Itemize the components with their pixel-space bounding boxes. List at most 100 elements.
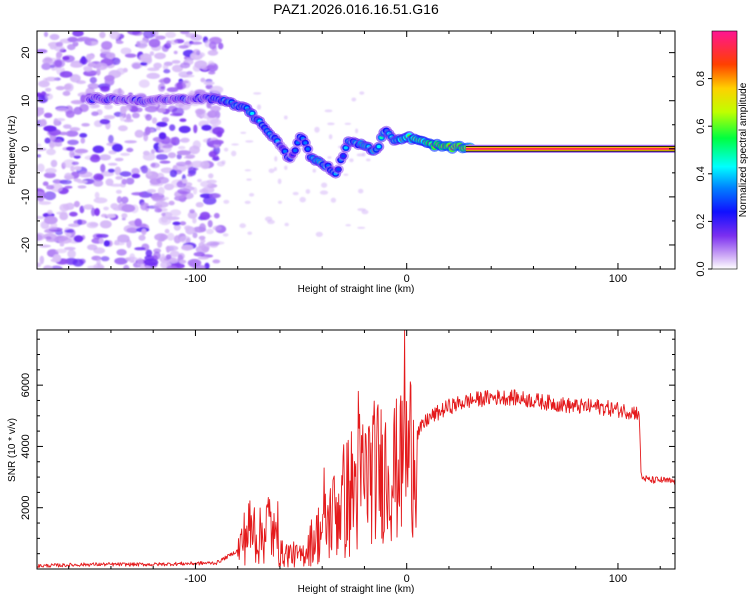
- noise-blob: [231, 150, 237, 157]
- noise-blob: [68, 223, 81, 228]
- noise-blob: [89, 76, 97, 84]
- noise-blob: [91, 207, 96, 217]
- noise-blob: [62, 91, 71, 96]
- noise-blob: [37, 154, 41, 158]
- noise-blob: [264, 216, 273, 222]
- noise-blob: [79, 133, 88, 138]
- noise-blob: [244, 200, 251, 204]
- noise-blob: [278, 200, 282, 204]
- noise-blob: [107, 162, 118, 166]
- y-tick-label: 0: [20, 146, 32, 152]
- noise-blob: [253, 92, 262, 95]
- noise-blob: [38, 201, 52, 205]
- noise-blob: [156, 121, 168, 127]
- noise-blob: [146, 189, 157, 193]
- noise-blob: [185, 154, 196, 159]
- noise-blob: [142, 152, 156, 161]
- noise-blob: [173, 235, 182, 244]
- snr-y-axis-title: SNR (10 * v/v): [7, 418, 18, 482]
- noise-blob: [187, 166, 197, 175]
- noise-blob: [138, 54, 152, 63]
- noise-blob: [169, 39, 178, 45]
- noise-blob: [190, 34, 203, 41]
- noise-blob: [140, 202, 149, 211]
- noise-blob: [94, 208, 100, 216]
- noise-blob: [161, 212, 166, 217]
- noise-blob: [65, 257, 78, 265]
- noise-blob: [76, 180, 88, 184]
- noise-blob: [71, 161, 79, 166]
- noise-blob: [208, 151, 217, 158]
- noise-blob: [165, 31, 176, 38]
- noise-blob: [49, 33, 60, 41]
- noise-blob: [167, 152, 177, 159]
- noise-blob: [116, 196, 122, 204]
- noise-blob: [98, 237, 104, 245]
- noise-blob: [198, 235, 206, 240]
- noise-blob: [103, 206, 109, 211]
- noise-blob: [50, 159, 58, 168]
- noise-blob: [52, 254, 62, 263]
- noise-blob: [53, 59, 65, 68]
- noise-blob: [206, 228, 214, 235]
- noise-blob: [178, 145, 186, 150]
- noise-blob: [211, 139, 224, 145]
- noise-blob: [99, 154, 111, 161]
- noise-blob: [55, 86, 66, 91]
- noise-blob: [100, 85, 110, 92]
- noise-blob: [110, 183, 123, 187]
- noise-blob: [206, 241, 220, 246]
- noise-blob: [93, 247, 106, 254]
- noise-blob: [154, 52, 166, 60]
- noise-blob: [358, 188, 364, 194]
- noise-blob: [123, 264, 130, 269]
- colorbar-ticks: 0.0 0.2 0.4 0.6 0.8: [695, 30, 738, 277]
- noise-blob: [357, 208, 366, 212]
- ridge-core: [336, 167, 341, 171]
- noise-blob: [39, 255, 45, 265]
- noise-blob: [193, 252, 205, 257]
- noise-blob: [206, 179, 217, 184]
- noise-blob: [46, 148, 56, 156]
- noise-blob: [69, 149, 75, 158]
- noise-blob: [45, 236, 52, 240]
- noise-blob: [158, 83, 166, 92]
- noise-blob: [268, 168, 275, 174]
- noise-blob: [195, 202, 204, 208]
- noise-blob: [127, 31, 141, 35]
- noise-blob: [59, 203, 70, 212]
- noise-blob: [175, 161, 188, 167]
- noise-blob: [151, 117, 158, 124]
- noise-blob: [343, 173, 349, 176]
- noise-blob: [156, 176, 169, 184]
- noise-blob: [183, 186, 195, 191]
- noise-blob: [153, 62, 162, 69]
- noise-blob: [67, 44, 76, 51]
- y-tick-label: 6000: [20, 373, 32, 397]
- noise-blob: [171, 60, 181, 64]
- noise-blob: [305, 189, 311, 194]
- noise-blob: [351, 97, 357, 102]
- noise-blob: [118, 125, 128, 132]
- noise-blob: [77, 36, 91, 42]
- noise-blob: [223, 199, 230, 204]
- colorbar-gradient: [712, 31, 737, 269]
- noise-blob: [165, 254, 172, 260]
- noise-blob: [273, 167, 277, 171]
- noise-blob: [83, 66, 93, 72]
- noise-blob: [44, 93, 54, 100]
- noise-blob: [103, 240, 111, 247]
- noise-blob: [111, 143, 123, 152]
- noise-blob: [83, 204, 94, 210]
- ridge-core: [343, 146, 348, 150]
- noise-blob: [143, 132, 149, 142]
- noise-blob: [330, 197, 337, 203]
- noise-blob: [100, 213, 108, 218]
- noise-blob: [126, 227, 137, 233]
- noise-blob: [324, 109, 333, 113]
- noise-blob: [319, 190, 329, 195]
- noise-blob: [106, 213, 116, 219]
- noise-blob: [100, 163, 106, 173]
